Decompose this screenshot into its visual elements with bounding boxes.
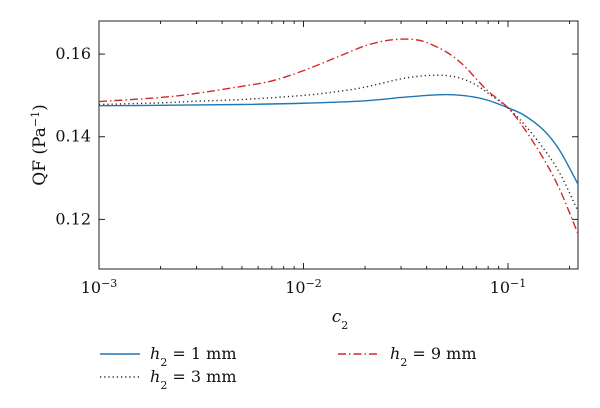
legend-label-rest: = 1 mm <box>167 344 236 363</box>
series-layer <box>98 38 579 235</box>
tick-layer: 10−3 10−2 10−10.120.140.16 <box>55 21 578 297</box>
legend-label-1: h2 = 1 mm <box>150 344 237 369</box>
series-line-3 <box>98 38 579 235</box>
legend-label-var: h <box>390 344 400 363</box>
legend-label-3: h2 = 9 mm <box>390 344 477 369</box>
x-axis-label-sub: 2 <box>341 319 348 332</box>
y-axis-label-main: QF (Pa <box>30 127 50 186</box>
legend-label-var: h <box>150 367 160 386</box>
legend-label-sub: 2 <box>160 379 167 392</box>
x-tick-label: 10−3 <box>81 277 118 298</box>
x-axis-label-var: c <box>332 307 342 327</box>
legend-label-rest: = 3 mm <box>167 367 236 386</box>
legend-label-sub: 2 <box>400 356 407 369</box>
x-tick-label-exp: −1 <box>510 277 526 290</box>
x-tick-label: 10−2 <box>285 277 322 298</box>
y-axis-label-close: ) <box>30 104 50 111</box>
legend-label-2: h2 = 3 mm <box>150 367 237 392</box>
y-tick-label: 0.14 <box>55 127 91 146</box>
legend-label-sub: 2 <box>160 356 167 369</box>
x-tick-label-exp: −3 <box>101 277 117 290</box>
legend-label-var: h <box>150 344 160 363</box>
y-axis-label-sup: −1 <box>29 111 42 127</box>
x-tick-label-base: 10 <box>81 278 101 297</box>
x-tick-label-base: 10 <box>285 278 305 297</box>
y-tick-label: 0.12 <box>55 209 91 228</box>
legend-label-rest: = 9 mm <box>407 344 476 363</box>
y-tick-label: 0.16 <box>55 44 91 63</box>
series-line-2 <box>98 74 579 212</box>
x-axis-label: c2 <box>332 307 349 332</box>
x-tick-label-exp: −2 <box>306 277 322 290</box>
y-axis-label: QF (Pa−1) <box>29 104 51 185</box>
x-tick-label-base: 10 <box>490 278 510 297</box>
plot-frame <box>98 20 579 270</box>
series-line-1 <box>98 93 579 185</box>
x-tick-label: 10−1 <box>490 277 527 298</box>
